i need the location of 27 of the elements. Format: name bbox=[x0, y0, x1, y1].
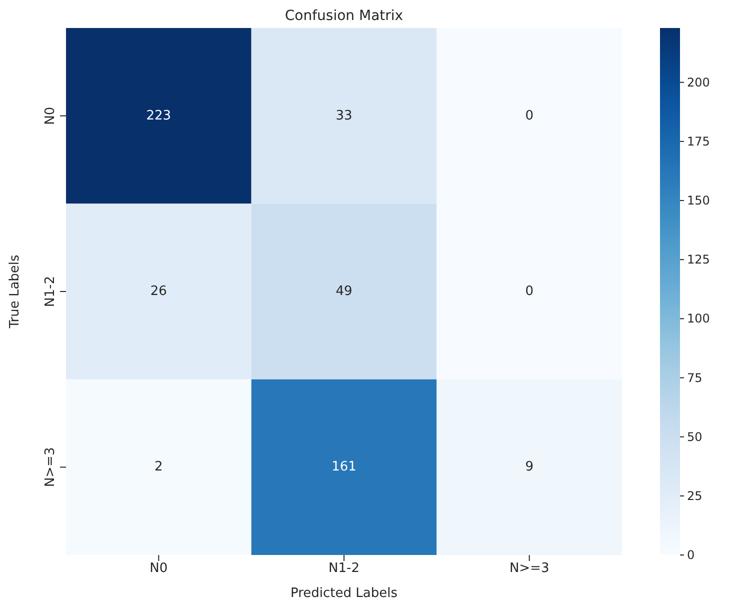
color-bar-label: 25 bbox=[687, 488, 702, 503]
color-bar-label: 175 bbox=[687, 134, 710, 148]
data-label: 0 bbox=[525, 108, 534, 124]
chart-title: Confusion Matrix bbox=[284, 8, 404, 24]
data-label: 0 bbox=[525, 284, 534, 299]
color-bar-label: 0 bbox=[687, 548, 695, 562]
data-label: 26 bbox=[150, 284, 167, 299]
color-bar-label: 125 bbox=[687, 252, 710, 267]
color-bar-label: 200 bbox=[687, 75, 710, 90]
color-bar-label: 50 bbox=[687, 430, 702, 444]
data-label: 49 bbox=[336, 284, 352, 299]
x-axis-title: Predicted Labels bbox=[290, 586, 398, 601]
y-tick-label: N0 bbox=[43, 106, 58, 125]
y-axis-title: True Labels bbox=[8, 254, 23, 330]
x-tick-label: N1-2 bbox=[328, 561, 360, 576]
data-label: 161 bbox=[332, 460, 356, 475]
y-tick-label: N>=3 bbox=[43, 447, 58, 488]
color-bar-label: 100 bbox=[687, 312, 710, 326]
x-tick-label: N>=3 bbox=[509, 561, 550, 576]
x-tick-label: N0 bbox=[150, 561, 168, 576]
data-label: 223 bbox=[146, 108, 172, 124]
color-bar-label: 150 bbox=[687, 194, 710, 208]
data-label: 2 bbox=[154, 460, 163, 475]
data-label: 33 bbox=[336, 108, 352, 124]
data-label: 9 bbox=[525, 460, 534, 475]
color-bar-label: 75 bbox=[687, 370, 702, 385]
y-tick-label: N1-2 bbox=[43, 276, 58, 307]
